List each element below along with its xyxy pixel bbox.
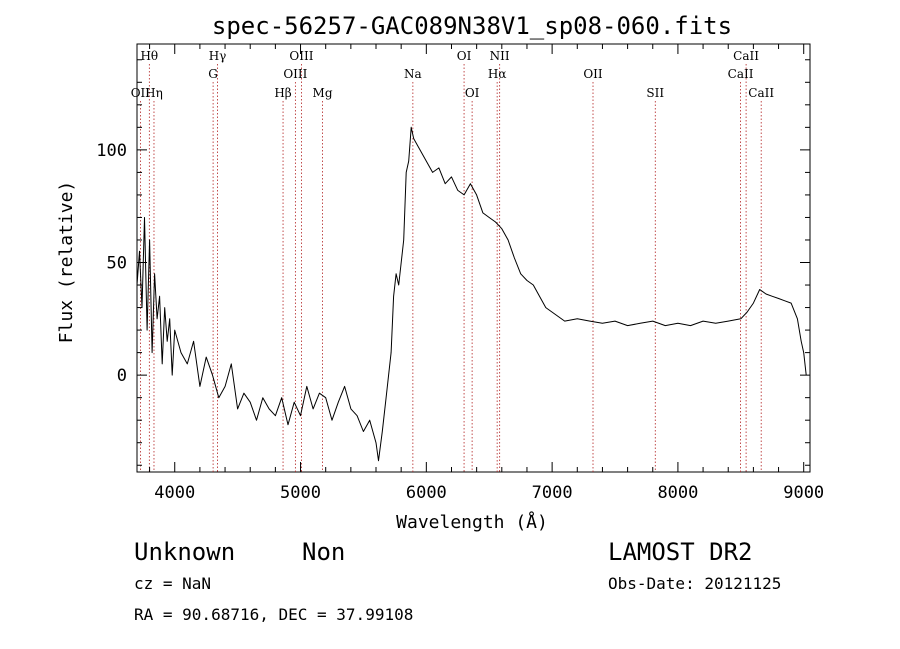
x-tick-label: 4000 xyxy=(154,483,195,503)
x-tick-label: 8000 xyxy=(657,483,698,503)
line-label-na: Na xyxy=(404,67,422,81)
line-label-oi: OI xyxy=(457,49,472,63)
redshift-cz: cz = NaN xyxy=(134,574,212,593)
coordinates: RA = 90.68716, DEC = 37.99108 xyxy=(134,605,414,624)
y-tick-label: 50 xyxy=(107,254,127,274)
chart-title: spec-56257-GAC089N38V1_sp08-060.fits xyxy=(212,12,732,40)
spectrum-line xyxy=(136,126,807,462)
plot-frame xyxy=(136,43,811,473)
x-tick-label: 5000 xyxy=(280,483,321,503)
x-tick-label: 6000 xyxy=(406,483,447,503)
line-label-hα: Hα xyxy=(488,67,507,81)
line-label-caii: CaII xyxy=(728,67,754,81)
y-axis-label: Flux (relative) xyxy=(56,181,77,344)
line-label-sii: SII xyxy=(646,86,664,100)
line-label-oiii: OIII xyxy=(289,49,313,63)
line-label-oii: OII xyxy=(131,86,151,100)
object-subclass: Non xyxy=(302,538,346,566)
x-tick-label: 7000 xyxy=(532,483,573,503)
line-label-hη: Hη xyxy=(145,86,163,100)
line-label-oiii: OIII xyxy=(283,67,307,81)
y-tick-label: 100 xyxy=(96,141,127,161)
x-tick-label: 9000 xyxy=(783,483,824,503)
line-label-caii: CaII xyxy=(748,86,774,100)
line-label-hθ: Hθ xyxy=(140,49,158,63)
line-label-oi: OI xyxy=(465,86,480,100)
line-label-caii: CaII xyxy=(733,49,759,63)
object-class: Unknown xyxy=(134,538,236,566)
line-label-hβ: Hβ xyxy=(274,86,291,100)
line-label-nii: NII xyxy=(490,49,510,63)
observation-date: Obs-Date: 20121125 xyxy=(608,574,782,593)
line-label-hγ: Hγ xyxy=(209,49,227,63)
line-label-mg: Mg xyxy=(313,86,333,100)
line-label-oii: OII xyxy=(583,67,603,81)
line-label-g: G xyxy=(208,67,218,81)
y-tick-label: 0 xyxy=(117,366,127,386)
x-axis-label: Wavelength (Å) xyxy=(396,511,548,533)
survey-name: LAMOST DR2 xyxy=(608,538,753,566)
